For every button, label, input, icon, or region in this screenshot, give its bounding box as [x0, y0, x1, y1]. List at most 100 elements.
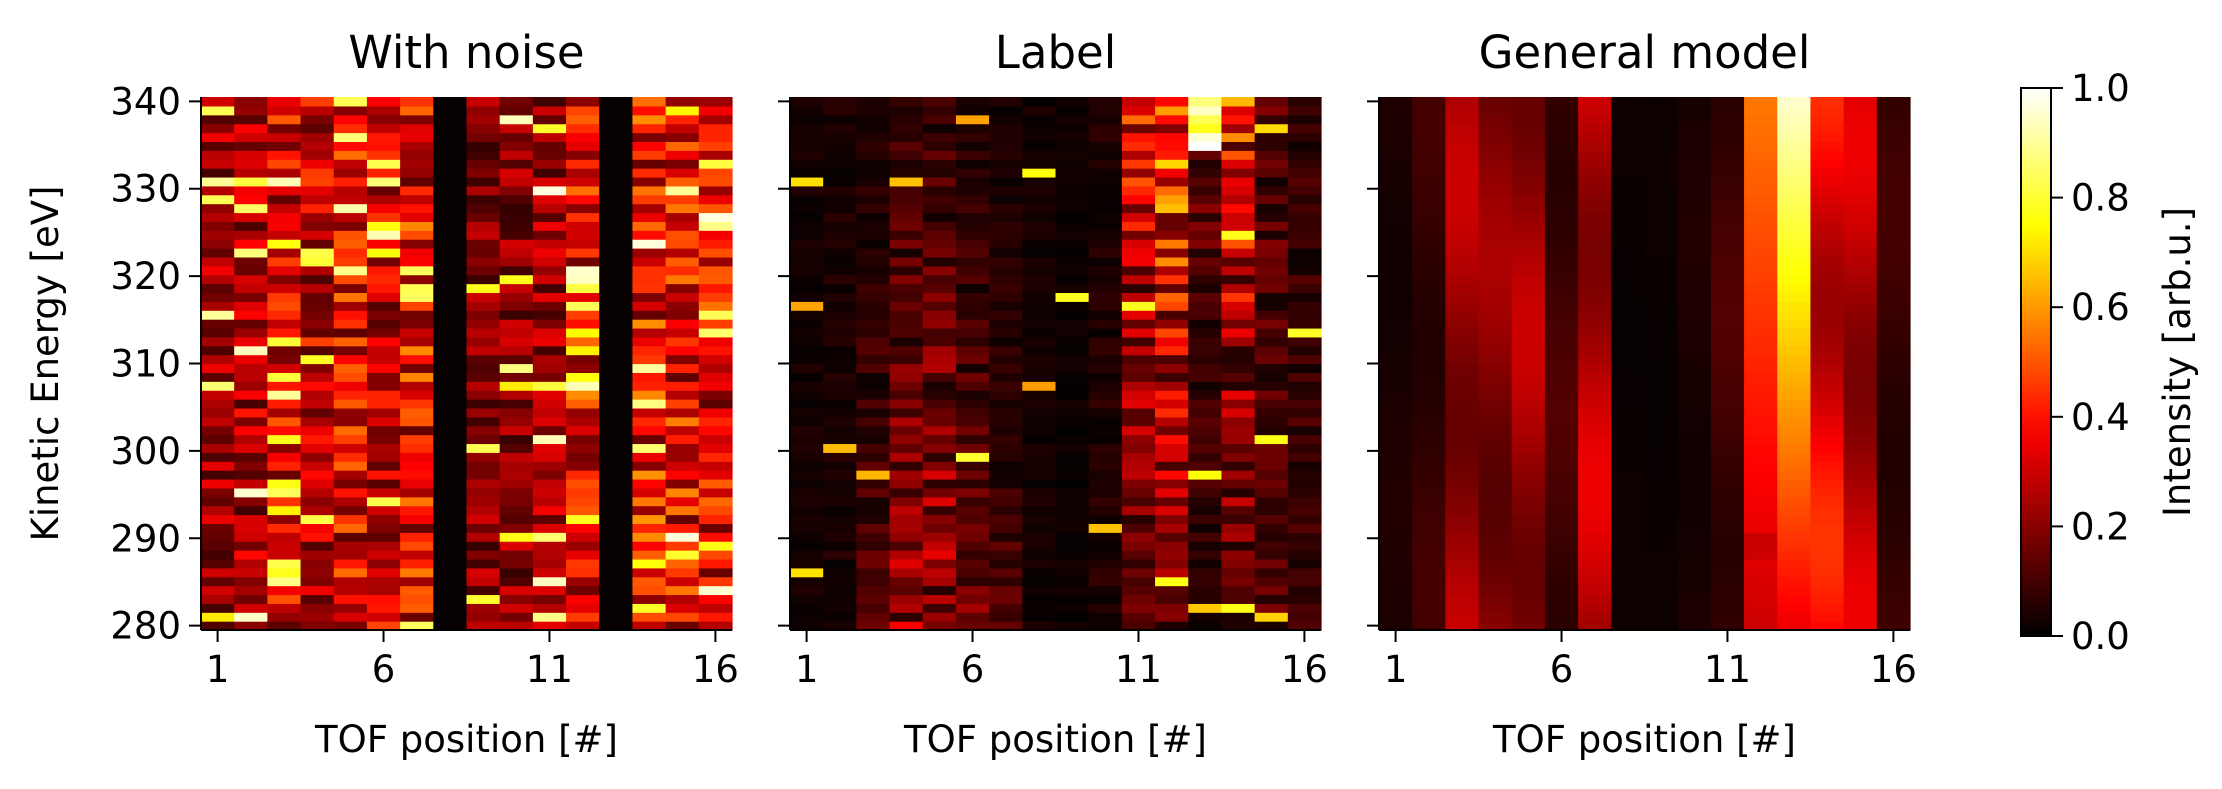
heatmap-cell	[1121, 478, 1156, 489]
heatmap-cell	[698, 550, 733, 560]
heatmap-cell	[955, 585, 990, 596]
heatmap-cell	[566, 390, 600, 400]
heatmap-cell	[1578, 558, 1612, 569]
heatmap-cell	[366, 301, 401, 311]
heatmap-cell	[333, 399, 368, 409]
heatmap-cell	[433, 150, 468, 160]
heatmap-cell	[856, 487, 891, 498]
heatmap-cell	[1088, 310, 1123, 320]
heatmap-cell	[1876, 399, 1911, 409]
heatmap-cell	[400, 248, 434, 258]
heatmap-cell	[1379, 496, 1413, 507]
heatmap-cell	[1611, 541, 1646, 551]
heatmap-cell	[1121, 212, 1156, 222]
heatmap-cell	[1710, 265, 1745, 276]
heatmap-cell	[889, 176, 924, 187]
heatmap-cell	[300, 505, 335, 516]
heatmap-cell	[566, 612, 600, 622]
heatmap-cell	[1188, 301, 1223, 311]
heatmap-cell	[1188, 461, 1223, 471]
heatmap-cell	[1055, 203, 1090, 214]
heatmap-cell	[1644, 399, 1679, 409]
heatmap-cell	[1188, 159, 1223, 169]
heatmap-cell	[1022, 425, 1057, 436]
heatmap-cell	[823, 132, 857, 143]
heatmap-cell	[1843, 541, 1878, 551]
heatmap-cell	[499, 541, 534, 551]
heatmap-cell	[1121, 319, 1156, 329]
heatmap-cell	[1287, 132, 1322, 143]
heatmap-cell	[1544, 336, 1579, 347]
heatmap-cell	[665, 292, 700, 302]
heatmap-cell	[989, 550, 1023, 560]
heatmap-cell	[234, 150, 268, 160]
heatmap-cell	[1511, 248, 1546, 258]
heatmap-cell	[1412, 114, 1446, 125]
heatmap-cell	[1221, 159, 1256, 169]
heatmap-cell	[366, 185, 401, 196]
heatmap-cell	[1710, 372, 1745, 382]
heatmap-cell	[1843, 496, 1878, 507]
heatmap-cell	[1188, 105, 1223, 116]
heatmap-cell	[1188, 283, 1223, 294]
heatmap-cell	[1188, 452, 1223, 462]
heatmap-cell	[1777, 132, 1812, 143]
heatmap-cell	[955, 523, 990, 533]
heatmap-cell	[698, 372, 733, 382]
heatmap-cell	[989, 407, 1023, 418]
heatmap-cell	[1544, 416, 1579, 427]
heatmap-cell	[989, 381, 1023, 391]
heatmap-cell	[665, 97, 700, 107]
heatmap-cell	[955, 532, 990, 542]
heatmap-cell	[466, 594, 501, 604]
heatmap-cell	[433, 452, 468, 462]
heatmap-cell	[989, 487, 1023, 498]
heatmap-cell	[1155, 461, 1189, 471]
heatmap-cell	[1022, 443, 1057, 453]
heatmap-cell	[1055, 159, 1090, 169]
heatmap-panel-2	[790, 97, 1322, 631]
heatmap-cell	[566, 265, 600, 276]
heatmap-cell	[1445, 603, 1480, 613]
heatmap-cell	[856, 505, 891, 516]
heatmap-cell	[1055, 496, 1090, 507]
heatmap-cell	[1379, 176, 1413, 187]
heatmap-cell	[1379, 390, 1413, 400]
heatmap-cell	[566, 194, 600, 205]
heatmap-cell	[632, 114, 667, 125]
heatmap-cell	[566, 150, 600, 160]
heatmap-cell	[1287, 354, 1322, 365]
heatmap-cell	[333, 354, 368, 365]
heatmap-cell	[1478, 292, 1513, 302]
heatmap-cell	[201, 239, 235, 249]
heatmap-cell	[1478, 105, 1513, 116]
heatmap-cell	[1379, 532, 1413, 542]
heatmap-cell	[1155, 603, 1189, 613]
heatmap-cell	[1155, 132, 1189, 143]
heatmap-cell	[1088, 176, 1123, 187]
heatmap-cell	[532, 612, 567, 622]
heatmap-cell	[889, 114, 924, 125]
heatmap-cell	[300, 416, 335, 427]
heatmap-cell	[1445, 114, 1480, 125]
heatmap-cell	[400, 425, 434, 436]
heatmap-cell	[1710, 256, 1745, 267]
heatmap-cell	[1876, 390, 1911, 400]
heatmap-cell	[1155, 168, 1189, 178]
x-tick-label: 11	[1704, 648, 1751, 691]
heatmap-cell	[201, 452, 235, 462]
heatmap-cell	[1876, 239, 1911, 249]
heatmap-cell	[665, 132, 700, 143]
heatmap-cell	[1254, 168, 1289, 178]
heatmap-cell	[1088, 452, 1123, 462]
heatmap-cell	[433, 390, 468, 400]
heatmap-cell	[1022, 274, 1057, 285]
heatmap-cell	[1088, 407, 1123, 418]
heatmap-cell	[889, 407, 924, 418]
heatmap-cell	[1287, 372, 1322, 382]
heatmap-cell	[267, 416, 302, 427]
heatmap-cell	[790, 141, 824, 151]
heatmap-cell	[1121, 363, 1156, 373]
heatmap-cell	[989, 194, 1023, 205]
heatmap-cell	[201, 532, 235, 542]
